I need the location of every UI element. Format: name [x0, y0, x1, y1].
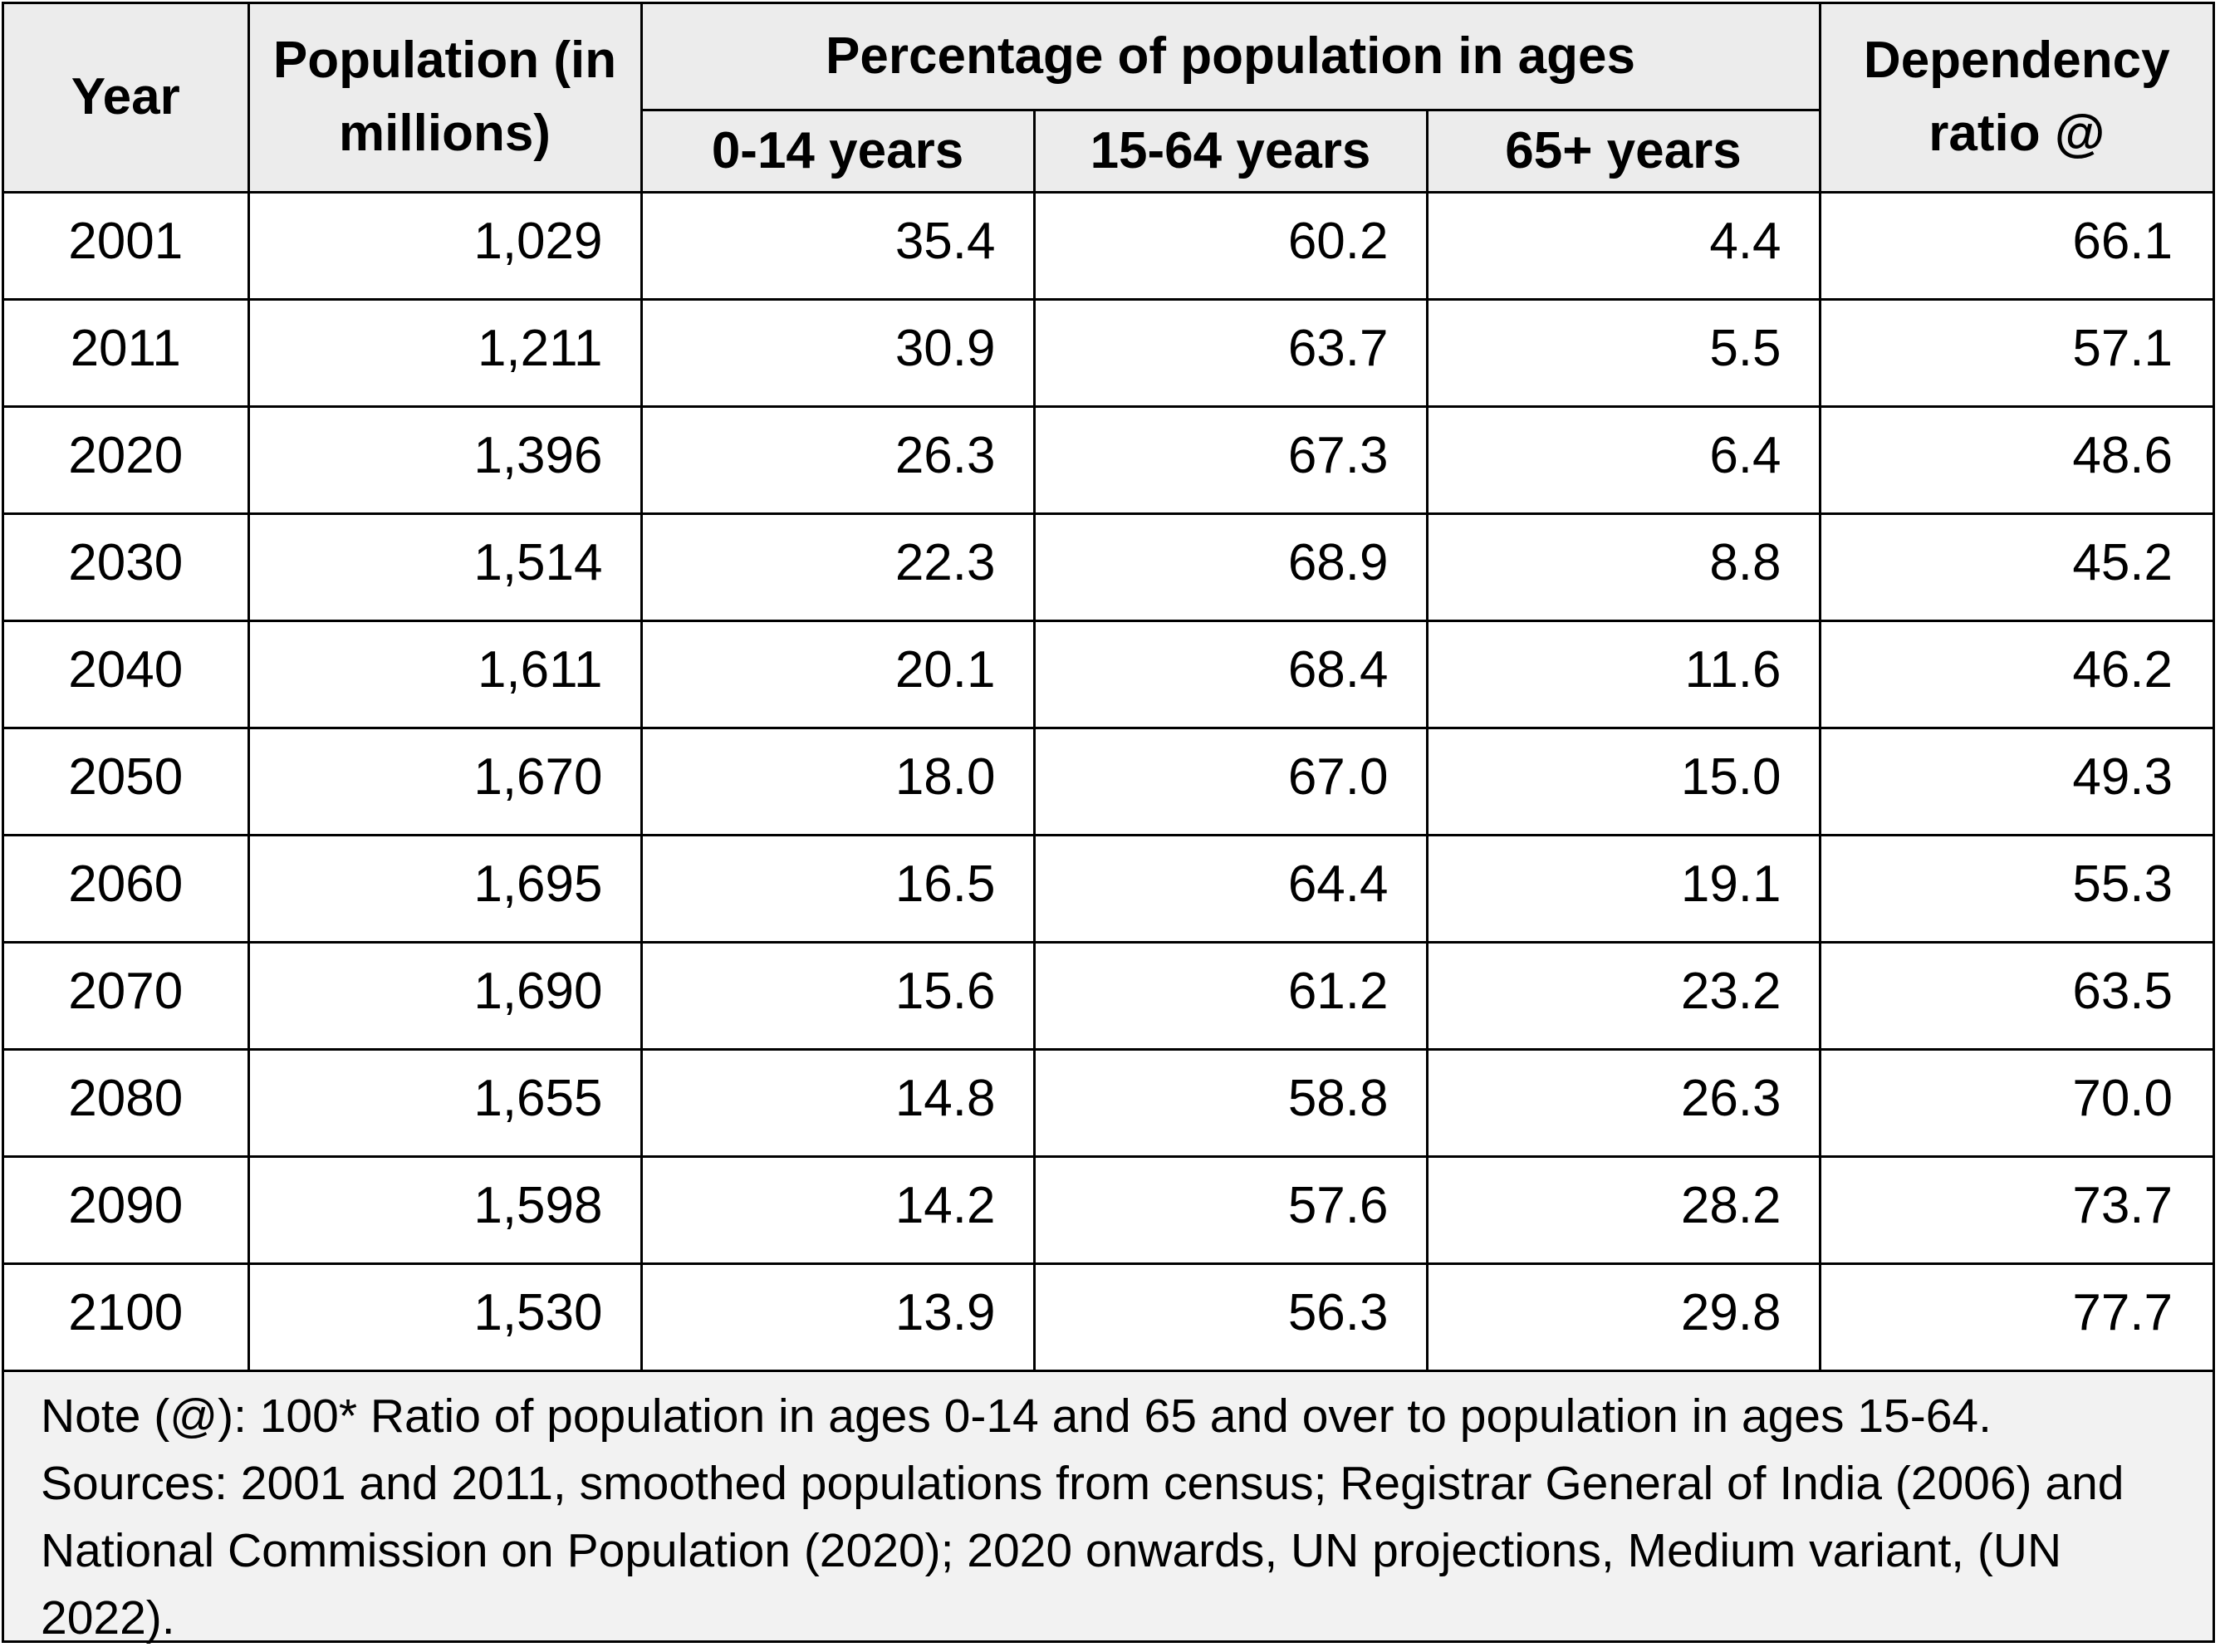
- ages-15-64-cell: 67.3: [1032, 404, 1429, 515]
- ages-0-14-cell: 35.4: [640, 190, 1036, 301]
- year-cell: 2080: [4, 1047, 250, 1158]
- ages-15-64-cell: 57.6: [1032, 1154, 1429, 1265]
- population-cell: 1,611: [247, 619, 643, 729]
- population-cell: 1,690: [247, 940, 643, 1051]
- ages-15-64-cell: 61.2: [1032, 940, 1429, 1051]
- population-cell: 1,211: [247, 297, 643, 408]
- table-row: 2050 1,670 18.0 67.0 15.0 49.3: [4, 726, 2213, 836]
- population-cell: 1,029: [247, 190, 643, 301]
- dependency-ratio-cell: 48.6: [1818, 404, 2213, 515]
- ages-15-64-cell: 68.4: [1032, 619, 1429, 729]
- dependency-ratio-cell: 66.1: [1818, 190, 2213, 301]
- header-age-group: Percentage of population in ages: [640, 4, 1821, 111]
- table-body: 2001 1,029 35.4 60.2 4.4 66.1 2011 1,211 30.9 63.…: [4, 190, 2213, 1372]
- year-cell: 2060: [4, 833, 250, 944]
- dependency-ratio-cell: 57.1: [1818, 297, 2213, 408]
- ages-65-plus-cell: 19.1: [1425, 833, 1821, 944]
- population-table: Year Population (in millions) Percentage…: [4, 4, 2213, 1372]
- year-cell: 2070: [4, 940, 250, 1051]
- table-row: 2020 1,396 26.3 67.3 6.4 48.6: [4, 404, 2213, 515]
- ages-65-plus-cell: 15.0: [1425, 726, 1821, 836]
- dependency-ratio-cell: 63.5: [1818, 940, 2213, 1051]
- ages-15-64-cell: 63.7: [1032, 297, 1429, 408]
- dependency-ratio-cell: 73.7: [1818, 1154, 2213, 1265]
- population-cell: 1,670: [247, 726, 643, 836]
- table-row: 2090 1,598 14.2 57.6 28.2 73.7: [4, 1154, 2213, 1265]
- dependency-ratio-cell: 77.7: [1818, 1262, 2213, 1372]
- dependency-ratio-cell: 55.3: [1818, 833, 2213, 944]
- ages-65-plus-cell: 11.6: [1425, 619, 1821, 729]
- year-cell: 2100: [4, 1262, 250, 1372]
- year-cell: 2011: [4, 297, 250, 408]
- ages-65-plus-cell: 4.4: [1425, 190, 1821, 301]
- ages-0-14-cell: 14.2: [640, 1154, 1036, 1265]
- ages-65-plus-cell: 28.2: [1425, 1154, 1821, 1265]
- header-ages-15-64: 15-64 years: [1032, 108, 1429, 194]
- ages-65-plus-cell: 29.8: [1425, 1262, 1821, 1372]
- ages-0-14-cell: 20.1: [640, 619, 1036, 729]
- ages-15-64-cell: 58.8: [1032, 1047, 1429, 1158]
- table-row: 2080 1,655 14.8 58.8 26.3 70.0: [4, 1047, 2213, 1158]
- header-ages-0-14: 0-14 years: [641, 108, 1036, 194]
- ages-15-64-cell: 64.4: [1032, 833, 1429, 944]
- dependency-ratio-cell: 45.2: [1818, 512, 2213, 622]
- ages-0-14-cell: 14.8: [640, 1047, 1036, 1158]
- ages-0-14-cell: 18.0: [640, 726, 1036, 836]
- ages-15-64-cell: 67.0: [1032, 726, 1429, 836]
- year-cell: 2040: [4, 619, 250, 729]
- header-dependency-ratio: Dependency ratio @: [1818, 4, 2213, 194]
- table-header: Year Population (in millions) Percentage…: [4, 4, 2213, 194]
- population-cell: 1,655: [247, 1047, 643, 1158]
- population-cell: 1,695: [247, 833, 643, 944]
- header-year: Year: [4, 4, 250, 194]
- table-row: 2001 1,029 35.4 60.2 4.4 66.1: [4, 190, 2213, 301]
- dependency-ratio-cell: 46.2: [1818, 619, 2213, 729]
- dependency-ratio-cell: 70.0: [1818, 1047, 2213, 1158]
- population-cell: 1,514: [247, 512, 643, 622]
- table-note: Note (@): 100* Ratio of population in ag…: [4, 1373, 2213, 1645]
- year-cell: 2090: [4, 1154, 250, 1265]
- ages-0-14-cell: 22.3: [640, 512, 1036, 622]
- ages-0-14-cell: 16.5: [640, 833, 1036, 944]
- population-cell: 1,396: [247, 404, 643, 515]
- ages-0-14-cell: 30.9: [640, 297, 1036, 408]
- ages-65-plus-cell: 6.4: [1425, 404, 1821, 515]
- ages-65-plus-cell: 23.2: [1425, 940, 1821, 1051]
- year-cell: 2030: [4, 512, 250, 622]
- header-population: Population (in millions): [247, 4, 643, 194]
- population-cell: 1,598: [247, 1154, 643, 1265]
- ages-65-plus-cell: 5.5: [1425, 297, 1821, 408]
- dependency-ratio-cell: 49.3: [1818, 726, 2213, 836]
- header-ages-65-plus: 65+ years: [1425, 108, 1821, 194]
- year-cell: 2050: [4, 726, 250, 836]
- note-text: Note (@): 100* Ratio of population in ag…: [41, 1390, 2124, 1645]
- ages-15-64-cell: 68.9: [1032, 512, 1429, 622]
- ages-0-14-cell: 26.3: [640, 404, 1036, 515]
- ages-65-plus-cell: 8.8: [1425, 512, 1821, 622]
- table-row: 2070 1,690 15.6 61.2 23.2 63.5: [4, 940, 2213, 1051]
- population-cell: 1,530: [247, 1262, 643, 1372]
- ages-0-14-cell: 15.6: [640, 940, 1036, 1051]
- table-row: 2100 1,530 13.9 56.3 29.8 77.7: [4, 1262, 2213, 1372]
- table-row: 2040 1,611 20.1 68.4 11.6 46.2: [4, 619, 2213, 729]
- table-row: 2011 1,211 30.9 63.7 5.5 57.1: [4, 297, 2213, 408]
- table-row: 2030 1,514 22.3 68.9 8.8 45.2: [4, 512, 2213, 622]
- table-row: 2060 1,695 16.5 64.4 19.1 55.3: [4, 833, 2213, 944]
- year-cell: 2020: [4, 404, 250, 515]
- year-cell: 2001: [4, 190, 250, 301]
- ages-15-64-cell: 60.2: [1032, 190, 1429, 301]
- ages-0-14-cell: 13.9: [640, 1262, 1036, 1372]
- ages-15-64-cell: 56.3: [1032, 1262, 1429, 1372]
- ages-65-plus-cell: 26.3: [1425, 1047, 1821, 1158]
